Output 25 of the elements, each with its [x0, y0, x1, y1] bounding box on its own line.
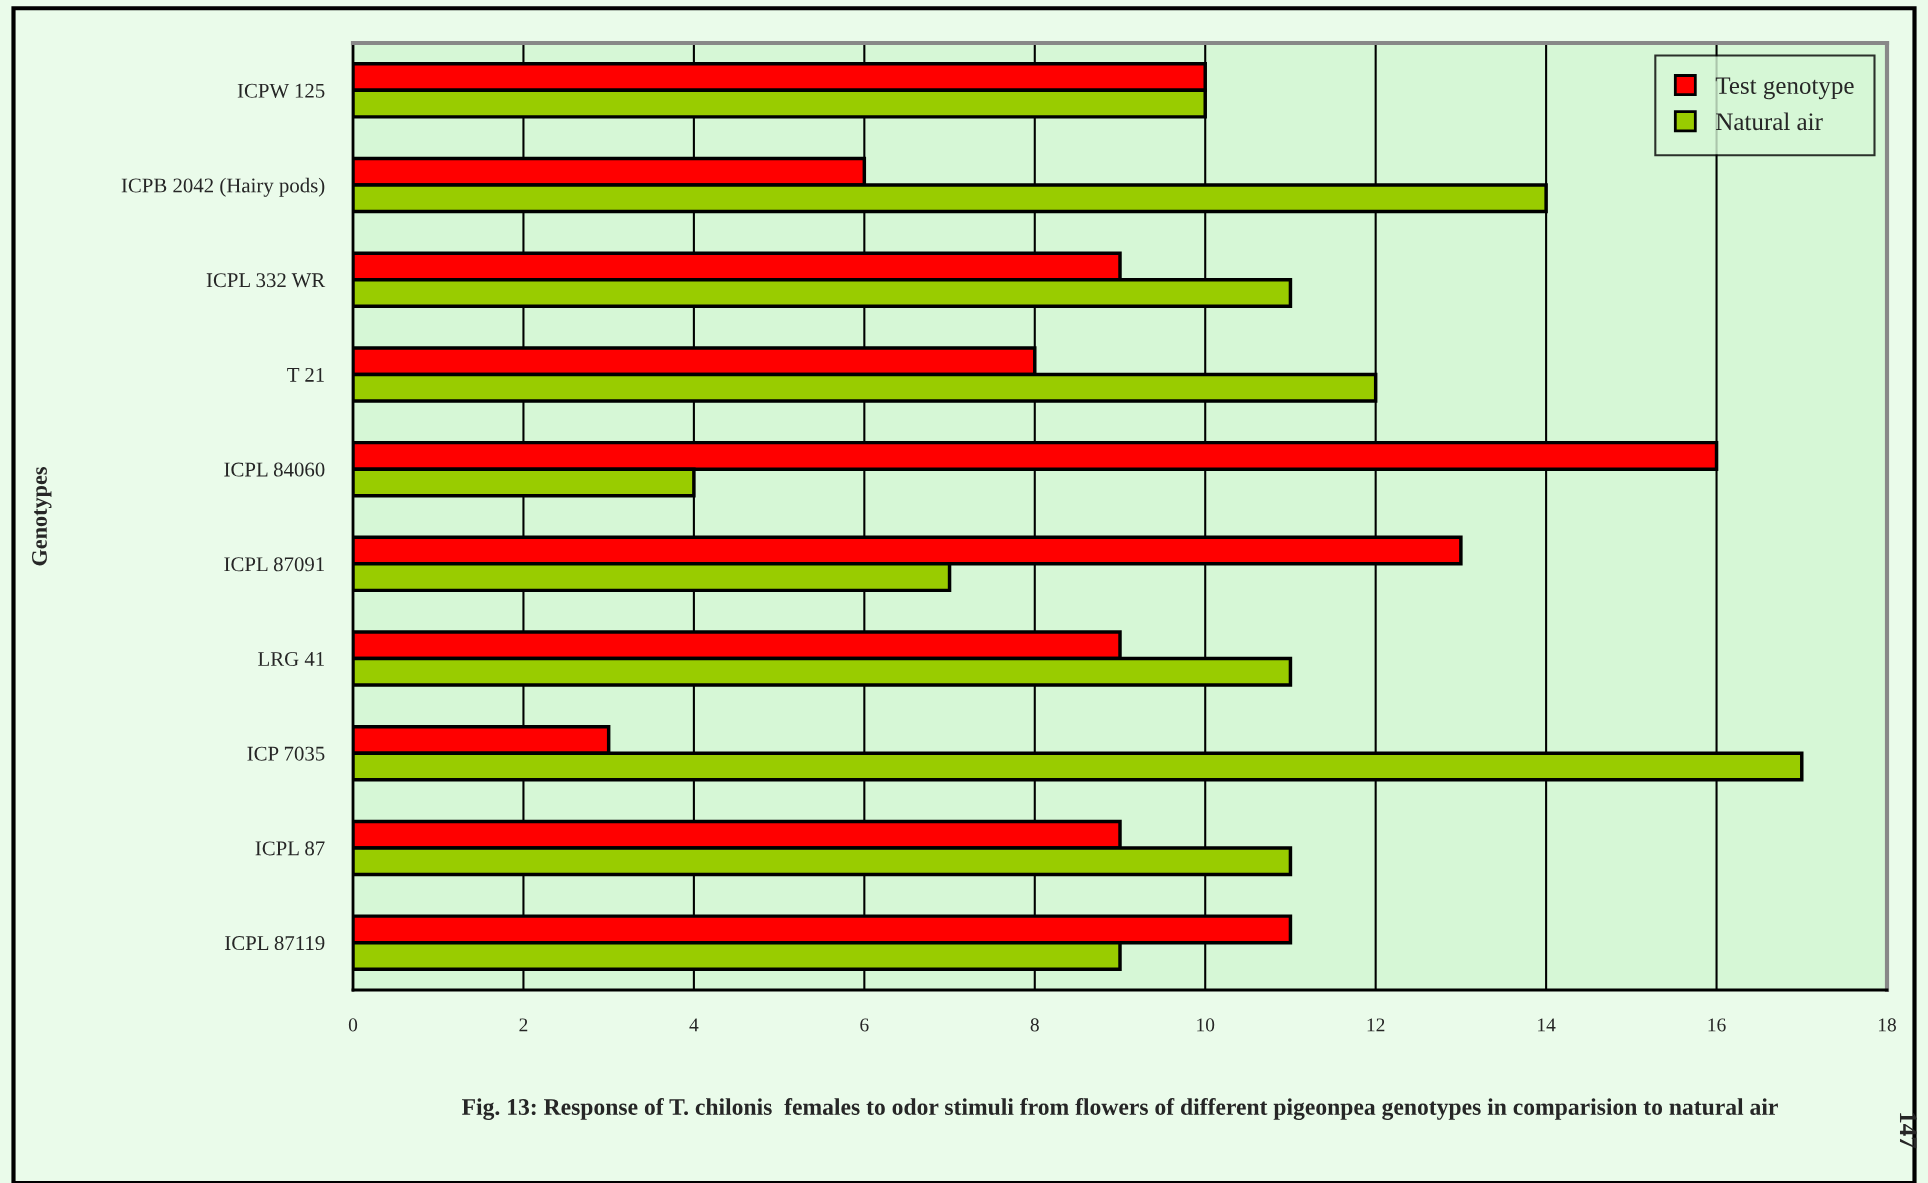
text: 147: [1899, 1113, 1917, 1149]
y-axis-title: Genotypes: [31, 467, 52, 566]
y-tick-label: ICP 7035: [247, 746, 325, 761]
x-tick-label: 0: [348, 1018, 358, 1032]
y-tick-label: ICPL 87: [255, 841, 325, 856]
text: Fig. 13: Response of T. chilonis females to odor stimuli from flowers of different pigeonpea genotypes in comparision to natural air: [462, 1098, 1778, 1120]
x-tick-label: 12: [1367, 1018, 1385, 1032]
x-tick-label: 4: [689, 1018, 699, 1032]
x-tick-label: 10: [1197, 1018, 1215, 1032]
x-tick-label: 6: [860, 1018, 869, 1032]
x-tick-label: 2: [519, 1018, 528, 1032]
y-tick-label: ICPW 125: [237, 83, 325, 98]
x-tick-label: 14: [1538, 1018, 1556, 1032]
legend-label: Natural air: [1716, 112, 1823, 131]
x-tick-label: 18: [1878, 1018, 1896, 1032]
y-tick-label: ICPL 87119: [225, 936, 325, 951]
y-tick-label: ICPL 332 WR: [206, 273, 326, 288]
x-tick-label: 8: [1030, 1018, 1039, 1032]
x-tick-label: 16: [1708, 1018, 1726, 1032]
y-tick-label: LRG 41: [258, 651, 324, 666]
y-tick-label: ICPB 2042 (Hairy pods): [121, 177, 325, 197]
y-tick-label: T 21: [287, 367, 324, 382]
y-tick-label: ICPL 84060: [224, 462, 325, 477]
legend-label: Test genotype: [1715, 77, 1854, 100]
y-tick-label: ICPL 87091: [224, 557, 324, 572]
